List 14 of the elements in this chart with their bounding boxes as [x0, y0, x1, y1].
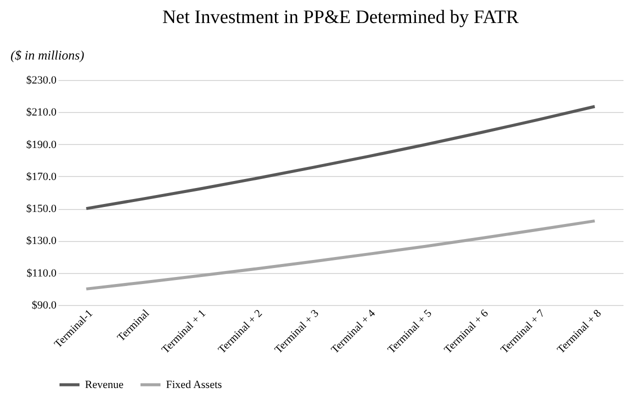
y-tick-label: $210.0 — [26, 106, 57, 119]
y-tick-label: $110.0 — [26, 267, 57, 280]
y-axis-title: ($ in millions) — [10, 48, 84, 62]
y-tick-label: $150.0 — [26, 203, 57, 216]
y-tick-label: $90.0 — [32, 300, 57, 312]
line-series — [84, 219, 596, 290]
y-tick-label: $170.0 — [26, 170, 57, 183]
line-series — [84, 105, 596, 210]
chart-title: Net Investment in PP&E Determined by FATR — [162, 7, 520, 28]
y-tick-label: $230.0 — [26, 74, 57, 86]
legend-label: Revenue — [85, 378, 124, 391]
y-tick-label: $190.0 — [26, 138, 57, 151]
legend-label: Fixed Assets — [166, 378, 222, 391]
y-tick-label: $130.0 — [26, 235, 57, 248]
